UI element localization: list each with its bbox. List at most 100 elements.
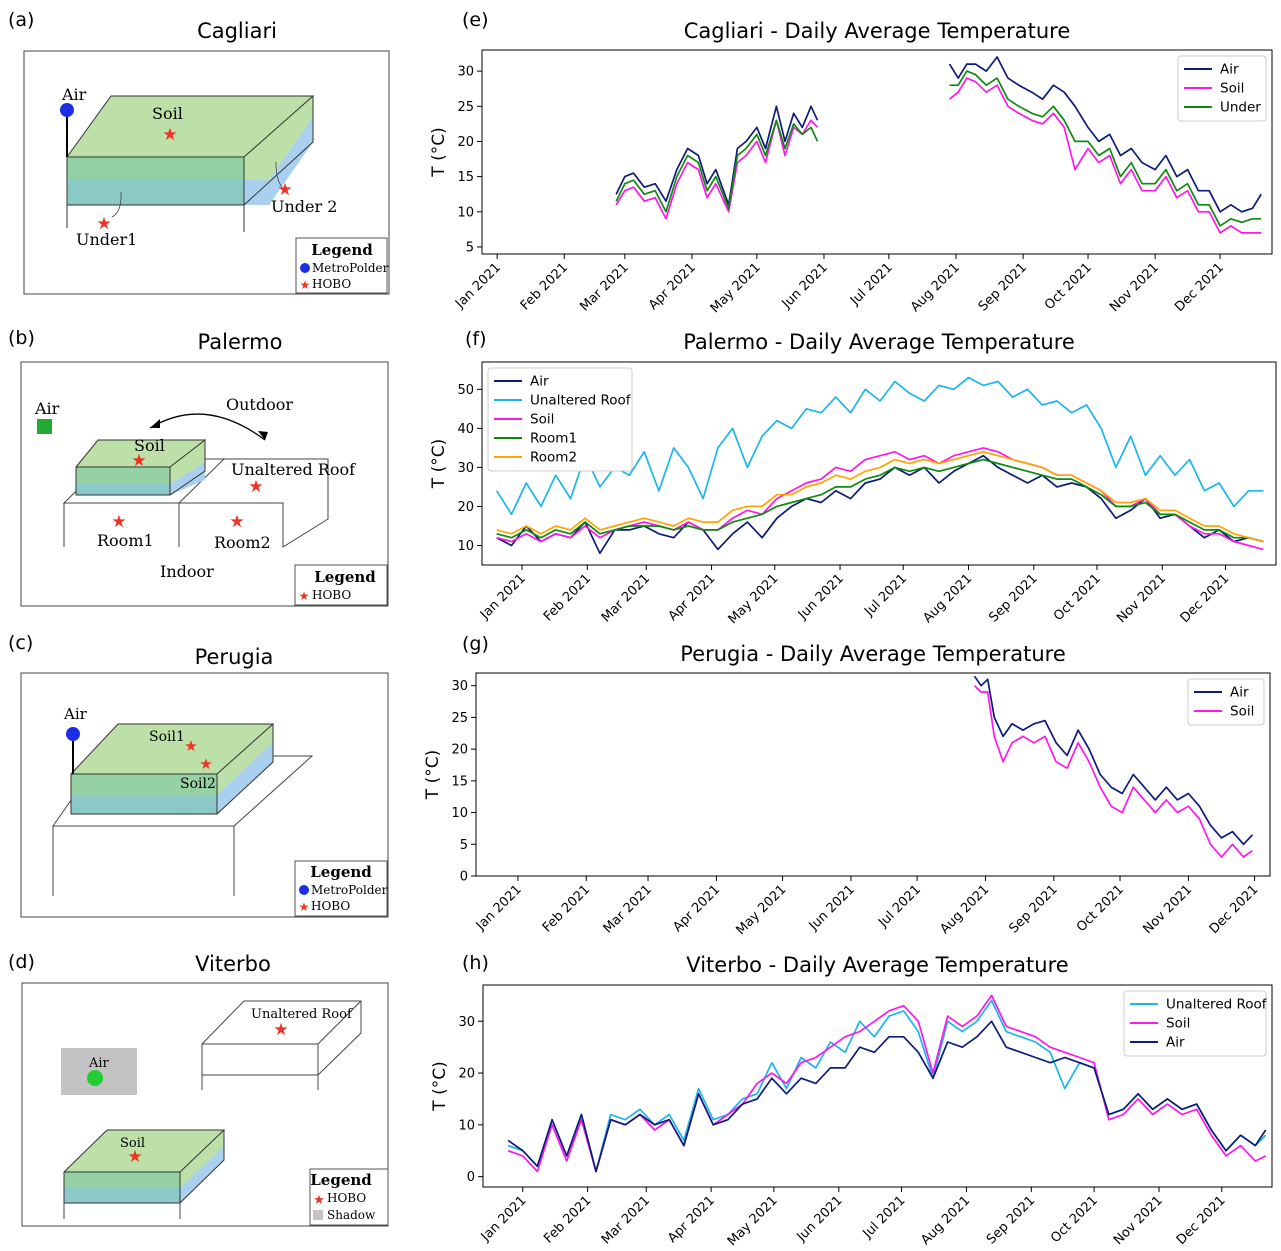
y-tick-label: 15 (457, 170, 474, 185)
panel-d-label: (d) (8, 951, 35, 973)
legend-label: Air (1166, 1035, 1185, 1051)
roof-label: Unaltered Roof (231, 460, 356, 479)
panel-a-title: Cagliari (197, 19, 277, 43)
series-line-soil (948, 77, 1262, 234)
series-line-air (615, 105, 819, 206)
chart-title: Palermo - Daily Average Temperature (683, 330, 1075, 354)
x-tick-label: Nov 2021 (1140, 882, 1195, 937)
x-tick-label: Feb 2021 (541, 1193, 594, 1246)
series-line-air (948, 56, 1262, 213)
y-axis-label: T (°C) (429, 127, 449, 177)
air-label: Air (63, 705, 88, 723)
metropolder-sensor-icon (60, 103, 74, 117)
x-tick-label: Nov 2021 (1114, 571, 1169, 626)
series-line-under (615, 119, 819, 213)
chart-cagliari: Cagliari - Daily Average Temperature T (°… (429, 19, 1273, 316)
legend-item-shadow: Shadow (327, 1208, 376, 1222)
chart-viterbo: Viterbo - Daily Average Temperature T (°C… (430, 953, 1273, 1249)
chart-legend: Air Soil (1187, 678, 1265, 726)
x-tick-label: Aug 2021 (920, 571, 975, 626)
x-tick-label: Sep 2021 (1006, 882, 1060, 936)
hobo-star-icon: ★ (184, 737, 197, 755)
x-tick-label: Jun 2021 (795, 571, 847, 623)
soil-label: Soil (134, 436, 165, 455)
chart-title: Cagliari - Daily Average Temperature (684, 19, 1071, 43)
x-tick-label: Mar 2021 (577, 260, 631, 314)
legend-item-metropolder: MetroPolder (311, 883, 388, 897)
y-axis-label: T (°C) (430, 1061, 450, 1111)
x-tick-label: May 2021 (708, 260, 764, 316)
y-tick-label: 5 (460, 838, 468, 853)
legend-box (1187, 678, 1265, 726)
chart-legend: Air Soil Under (1177, 55, 1267, 122)
x-tick-label: Nov 2021 (1111, 1193, 1166, 1248)
x-tick-label: Aug 2021 (937, 882, 992, 937)
arrow-under2 (275, 161, 283, 188)
series-line-soil (615, 119, 819, 220)
metropolder-legend-icon (300, 263, 310, 273)
hobo-star-icon: ★ (229, 512, 244, 532)
air-sensor-icon (87, 1070, 103, 1086)
room1-label: Room1 (97, 531, 154, 550)
y-tick-label: 30 (457, 461, 474, 476)
legend-item-hobo: HOBO (312, 588, 351, 602)
y-tick-label: 10 (451, 806, 468, 821)
legend-item-hobo: HOBO (312, 277, 351, 291)
legend-label: Soil (1166, 1016, 1190, 1032)
legend-box (1123, 990, 1267, 1057)
soil-box-outline (63, 1129, 226, 1204)
legend-label: Unaltered Roof (1166, 997, 1268, 1013)
panel-a: (a) Cagliari Air Soil ★ ★ ★ Under1 Under… (8, 9, 390, 295)
x-tick-label: May 2021 (733, 882, 789, 938)
soil-label: Soil (152, 104, 183, 123)
plot-area (475, 672, 1271, 877)
hobo-legend-icon: ★ (299, 589, 310, 603)
series-line-soil (973, 685, 1253, 858)
outdoor-arrow (149, 413, 266, 441)
panel-b-title: Palermo (198, 330, 283, 354)
hobo-legend-icon: ★ (313, 1193, 325, 1208)
y-tick-label: 10 (458, 1118, 475, 1133)
legend-title: Legend (310, 863, 372, 881)
y-axis-label: T (°C) (423, 750, 443, 800)
panel-b-legend (294, 564, 388, 606)
y-tick-label: 5 (466, 240, 474, 255)
x-tick-label: Sep 2021 (976, 260, 1030, 314)
legend-label: Room2 (530, 450, 577, 466)
x-tick-label: Jul 2021 (860, 1193, 909, 1242)
indoor-label: Indoor (160, 562, 214, 581)
soil2-label: Soil2 (180, 776, 216, 792)
plot-area (481, 49, 1273, 255)
soil1-label: Soil1 (149, 729, 185, 745)
panel-c: (c) Perugia Air Soil1 ★ ★ Soil2 Legend M… (8, 632, 389, 918)
metropolder-sensor-icon (66, 727, 80, 741)
hobo-legend-icon: ★ (300, 278, 311, 292)
under1-label: Under1 (76, 230, 137, 249)
y-tick-label: 20 (451, 743, 468, 758)
chart-legend: Air Unaltered Roof Soil Room1 Room2 (487, 367, 633, 472)
hobo-star-icon: ★ (96, 214, 111, 234)
slab-outline-front (66, 157, 245, 206)
legend-item-metropolder: MetroPolder (312, 261, 389, 275)
x-tick-label: May 2021 (725, 1193, 781, 1249)
series-line-room1 (496, 458, 1264, 543)
x-tick-label: Sep 2021 (986, 571, 1040, 625)
legend-box (487, 367, 633, 472)
x-tick-label: Dec 2021 (1207, 882, 1262, 937)
x-tick-label: May 2021 (726, 571, 782, 627)
panel-d-title: Viterbo (195, 952, 271, 976)
x-tick-label: Apr 2021 (666, 571, 719, 624)
series-line-air (973, 675, 1254, 846)
soil-box-outline (70, 723, 275, 815)
x-tick-label: Apr 2021 (646, 260, 699, 313)
hobo-star-icon: ★ (199, 755, 212, 773)
metropolder-legend-icon (299, 885, 309, 895)
slab-outline-side (243, 96, 314, 206)
x-tick-label: Mar 2021 (599, 1193, 653, 1247)
legend-label: Unaltered Roof (530, 393, 632, 409)
legend-label: Soil (530, 412, 554, 428)
legend-label: Soil (1230, 704, 1254, 720)
panel-b-label: (b) (8, 327, 35, 349)
panel-h-label: (h) (462, 952, 489, 974)
